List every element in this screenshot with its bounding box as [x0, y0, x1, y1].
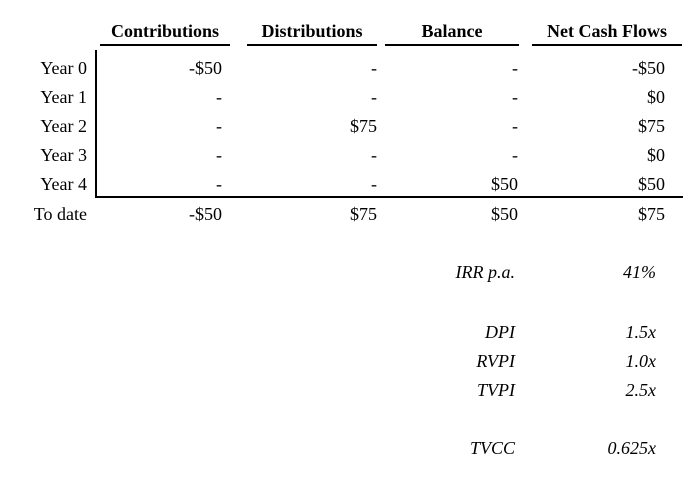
table-bottom-border-rule — [95, 196, 683, 198]
metric-label-tvpi: TVPI — [477, 380, 515, 400]
cell-year2-balance: - — [512, 116, 518, 136]
metric-label-tvcc: TVCC — [469, 438, 515, 458]
cell-todate-net-cash-flows: $75 — [638, 204, 665, 224]
cell-year1-net-cash-flows: $0 — [647, 87, 665, 107]
table-left-border-rule — [95, 50, 97, 196]
cell-year0-contributions: -$50 — [189, 58, 222, 78]
cell-year4-net-cash-flows: $50 — [638, 174, 665, 194]
metric-label-rvpi: RVPI — [476, 351, 515, 371]
cell-year2-net-cash-flows: $75 — [638, 116, 665, 136]
metric-value-tvpi: 2.5x — [625, 380, 657, 400]
cell-year3-balance: - — [512, 145, 518, 165]
row-label-to-date: To date — [33, 204, 87, 224]
metric-value-rvpi: 1.0x — [625, 351, 657, 371]
row-label-year-2: Year 2 — [40, 116, 87, 136]
metric-value-irr: 41% — [623, 262, 656, 282]
cell-year1-balance: - — [512, 87, 518, 107]
column-header-contributions: Contributions — [100, 18, 230, 46]
metric-label-irr: IRR p.a. — [455, 262, 515, 282]
cell-todate-balance: $50 — [491, 204, 518, 224]
metric-value-tvcc: 0.625x — [607, 438, 657, 458]
row-label-year-3: Year 3 — [40, 145, 87, 165]
cell-todate-contributions: -$50 — [189, 204, 222, 224]
cell-year4-contributions: - — [216, 174, 222, 194]
cell-year4-balance: $50 — [491, 174, 518, 194]
column-header-net-cash-flows: Net Cash Flows — [532, 18, 682, 46]
cell-year1-distributions: - — [371, 87, 377, 107]
cell-year3-contributions: - — [216, 145, 222, 165]
cell-year0-distributions: - — [371, 58, 377, 78]
cell-year3-net-cash-flows: $0 — [647, 145, 665, 165]
column-header-balance: Balance — [385, 18, 519, 46]
metric-value-dpi: 1.5x — [625, 322, 657, 342]
cell-year2-contributions: - — [216, 116, 222, 136]
row-label-year-1: Year 1 — [40, 87, 87, 107]
row-label-year-4: Year 4 — [40, 174, 87, 194]
row-label-year-0: Year 0 — [40, 58, 87, 78]
cell-year4-distributions: - — [371, 174, 377, 194]
metric-label-dpi: DPI — [485, 322, 515, 342]
cell-year2-distributions: $75 — [350, 116, 377, 136]
cell-todate-distributions: $75 — [350, 204, 377, 224]
cell-year3-distributions: - — [371, 145, 377, 165]
cell-year1-contributions: - — [216, 87, 222, 107]
column-header-distributions: Distributions — [247, 18, 377, 46]
cell-year0-net-cash-flows: -$50 — [632, 58, 665, 78]
cell-year0-balance: - — [512, 58, 518, 78]
